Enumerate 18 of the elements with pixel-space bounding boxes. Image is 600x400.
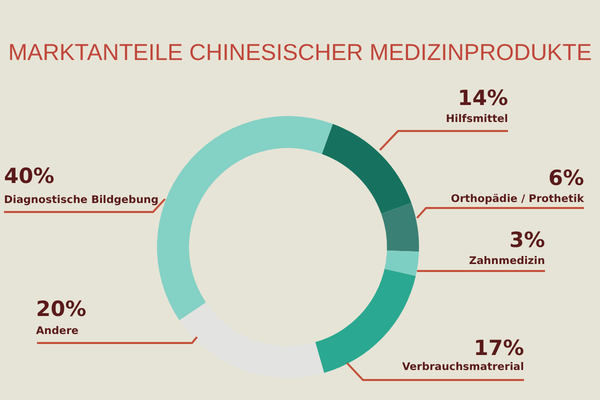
donut-slice [179,302,324,378]
data-label: 17% [474,336,524,360]
data-label: 3% [509,228,545,252]
data-label: 40% [4,164,54,188]
donut-slice [384,250,419,276]
donut-slice [381,203,419,252]
donut-slice [157,116,333,320]
data-label: 20% [36,297,86,321]
slice-label: Zahnmedizin [468,255,545,267]
data-label: 14% [458,86,508,110]
slice-label: Andere [36,325,79,337]
chart-title: MARKTANTEILE CHINESISCHER MEDIZINPRODUKTE [8,39,592,65]
data-label: 6% [548,166,584,190]
slice-label: Diagnostische Bildgebung [4,194,159,206]
slice-label: Orthopädie / Prothetik [450,193,586,205]
slice-label: Hilfsmittel [446,113,508,125]
donut-slice [322,124,412,214]
slice-label: Verbrauchsmatrerial [402,361,524,373]
